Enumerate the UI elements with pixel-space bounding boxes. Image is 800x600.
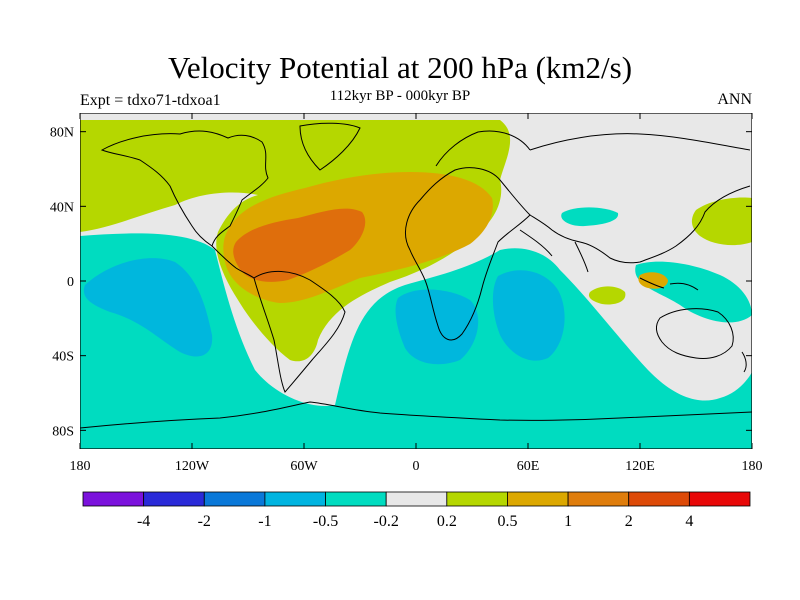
- lat-tick-label: 40N: [50, 200, 74, 215]
- lon-tick-label: 60W: [290, 459, 318, 474]
- colorbar-swatch: [325, 491, 387, 507]
- medium-negative-region-pacific: [83, 258, 213, 357]
- lon-tick-label: 180: [742, 459, 763, 474]
- colorbar-label: 0.2: [437, 513, 457, 530]
- colorbar-swatch: [567, 491, 630, 507]
- medium-positive-region-west-pacific: [638, 272, 668, 289]
- map-panel: [80, 113, 752, 449]
- colorbar-swatch: [446, 491, 508, 507]
- lat-tick-label: 0: [67, 275, 74, 290]
- colorbar-swatch: [264, 491, 326, 507]
- colorbar-label: -2: [198, 513, 211, 530]
- colorbar-swatch: [628, 491, 690, 507]
- colorbar-labels: -4 -2 -1 -0.5 -0.2 0.2 0.5 1 2 4: [137, 513, 693, 530]
- weak-negative-region-asia: [561, 207, 619, 227]
- medium-negative-region-south-atlantic: [395, 289, 479, 365]
- colorbar-swatch: [143, 491, 205, 507]
- axis-ticks: [79, 113, 753, 449]
- lon-tick-label: 120W: [175, 459, 210, 474]
- colorbar-swatch: [507, 491, 569, 507]
- lat-tick-label: 80S: [52, 424, 74, 439]
- lat-tick-label: 40S: [52, 350, 74, 365]
- weak-positive-region-west-pacific: [588, 286, 626, 305]
- lon-tick-label: 0: [413, 459, 420, 474]
- colorbar-label: 1: [564, 513, 572, 530]
- colorbar-swatch: [82, 491, 145, 507]
- colorbar-label: -1: [258, 513, 271, 530]
- lon-tick-label: 60E: [517, 459, 540, 474]
- colorbar-label: -4: [137, 513, 150, 530]
- colorbar-swatch: [688, 491, 751, 507]
- coastlines: [80, 122, 752, 429]
- latitude-tick-labels: 80N 40N 0 40S 80S: [50, 126, 74, 440]
- experiment-label: Expt = tdxo71-tdxoa1: [80, 92, 221, 109]
- longitude-tick-labels: 180 120W 60W 0 60E 120E 180: [70, 459, 763, 474]
- strong-positive-core: [233, 208, 366, 282]
- colorbar-label: -0.5: [313, 513, 338, 530]
- medium-negative-region-indian-ocean: [492, 270, 565, 361]
- subtitle: 112kyr BP - 000kyr BP: [329, 88, 471, 104]
- page-title: Velocity Potential at 200 hPa (km2/s): [167, 50, 633, 85]
- colorbar: [82, 491, 751, 507]
- season-label: ANN: [717, 91, 752, 108]
- lon-tick-label: 180: [70, 459, 91, 474]
- colorbar-label: 2: [625, 513, 633, 530]
- lat-tick-label: 80N: [50, 126, 74, 141]
- colorbar-label: -0.2: [374, 513, 399, 530]
- lon-tick-label: 120E: [625, 459, 655, 474]
- colorbar-label: 4: [685, 513, 693, 530]
- colorbar-swatch: [203, 491, 266, 507]
- colorbar-label: 0.5: [497, 513, 517, 530]
- colorbar-swatch: [385, 491, 448, 507]
